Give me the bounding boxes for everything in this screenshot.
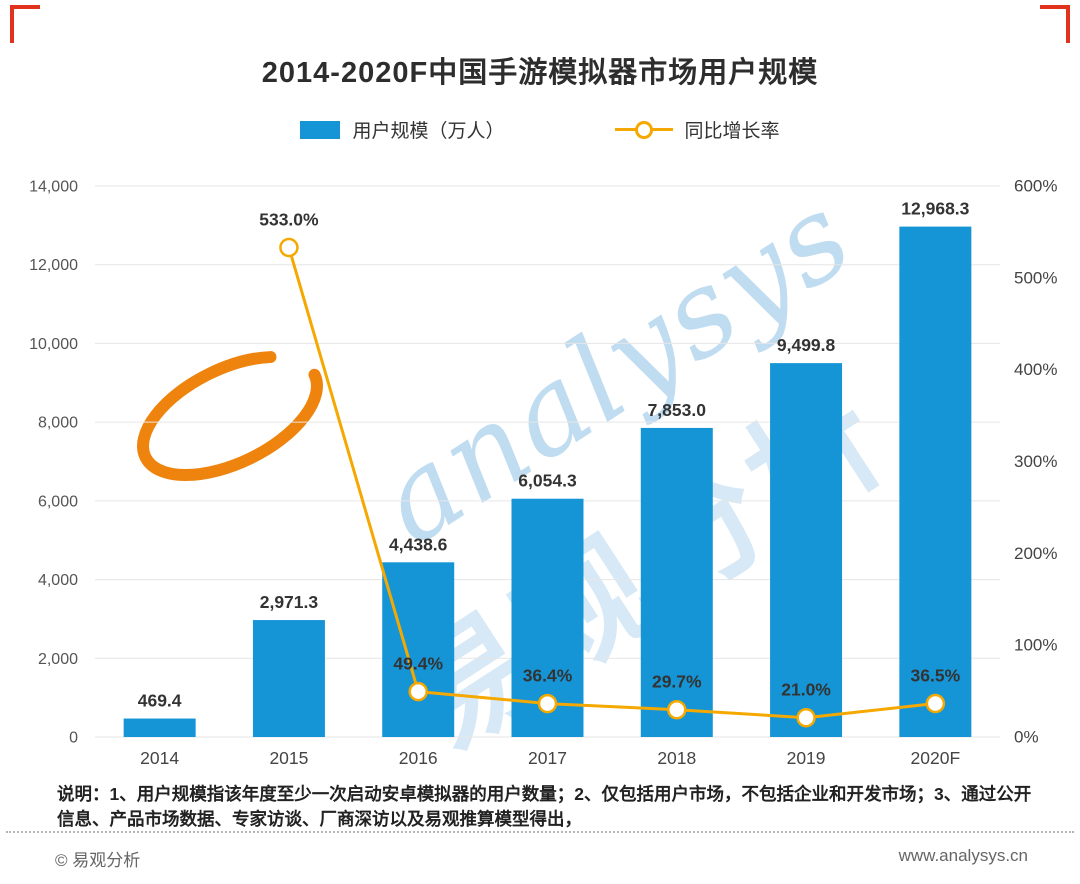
chart-area: analysys 易观分析 02,0004,0006,0008,00010,00… (0, 160, 1080, 778)
dotted-divider (6, 831, 1074, 833)
chart-plot: 0 2,000 4,000 6,000 8,000 10,000 12,000 14,000 0… (0, 160, 1080, 778)
svg-text:36.5%: 36.5% (911, 665, 961, 685)
note-text: 说明：1、用户规模指该年度至少一次启动安卓模拟器的用户数量；2、仅包括用户市场，… (57, 783, 1032, 829)
legend-label-growth-rate: 同比增长率 (684, 121, 780, 142)
svg-text:6,000: 6,000 (38, 493, 78, 510)
svg-text:2018: 2018 (657, 748, 696, 768)
svg-text:12,968.3: 12,968.3 (901, 199, 969, 219)
svg-text:300%: 300% (1014, 452, 1057, 471)
svg-text:2,000: 2,000 (38, 651, 78, 668)
legend-label-user-scale: 用户规模（万人） (352, 121, 505, 142)
line-swatch-icon (614, 120, 673, 139)
svg-text:0: 0 (69, 730, 78, 747)
svg-text:2017: 2017 (528, 748, 567, 768)
legend-item-user-scale: 用户规模（万人） (300, 116, 505, 143)
svg-text:2015: 2015 (269, 748, 308, 768)
chart-legend: 用户规模（万人） 同比增长率 (0, 116, 1080, 143)
svg-text:12,000: 12,000 (29, 257, 78, 274)
corner-mark-top-right-icon (1040, 5, 1070, 43)
legend-item-growth-rate: 同比增长率 (614, 116, 780, 143)
footer: © 易观分析 www.analysys.cn (55, 846, 1028, 871)
svg-text:600%: 600% (1014, 177, 1057, 196)
svg-text:8,000: 8,000 (38, 415, 78, 432)
line-swatch-dot-icon (634, 120, 653, 139)
svg-text:2014: 2014 (140, 748, 179, 768)
footer-brand: © 易观分析 (55, 851, 141, 870)
svg-text:200%: 200% (1014, 544, 1057, 563)
svg-text:0%: 0% (1014, 728, 1039, 747)
corner-mark-top-left-icon (10, 5, 40, 43)
svg-text:2019: 2019 (787, 748, 826, 768)
footer-url[interactable]: www.analysys.cn (898, 846, 1028, 865)
svg-text:400%: 400% (1014, 360, 1057, 379)
chart-title: 2014-2020F中国手游模拟器市场用户规模 (261, 57, 819, 90)
bar-swatch-icon (300, 120, 341, 139)
svg-text:469.4: 469.4 (138, 691, 182, 711)
svg-text:36.4%: 36.4% (523, 666, 573, 686)
svg-text:21.0%: 21.0% (781, 680, 831, 700)
svg-text:100%: 100% (1014, 636, 1057, 655)
svg-text:4,438.6: 4,438.6 (389, 534, 448, 554)
svg-text:2,971.3: 2,971.3 (260, 592, 319, 612)
svg-text:7,853.0: 7,853.0 (648, 400, 707, 420)
svg-text:29.7%: 29.7% (652, 672, 702, 692)
svg-text:9,499.8: 9,499.8 (777, 335, 836, 355)
svg-text:2016: 2016 (399, 748, 438, 768)
svg-text:14,000: 14,000 (29, 179, 78, 196)
svg-text:533.0%: 533.0% (259, 210, 319, 230)
svg-text:10,000: 10,000 (29, 336, 78, 353)
watermark-logo-swoosh-icon (137, 350, 323, 482)
svg-text:4,000: 4,000 (38, 572, 78, 589)
svg-text:2020F: 2020F (911, 748, 961, 768)
svg-text:500%: 500% (1014, 268, 1057, 287)
svg-text:49.4%: 49.4% (393, 654, 443, 674)
svg-text:6,054.3: 6,054.3 (518, 471, 577, 491)
